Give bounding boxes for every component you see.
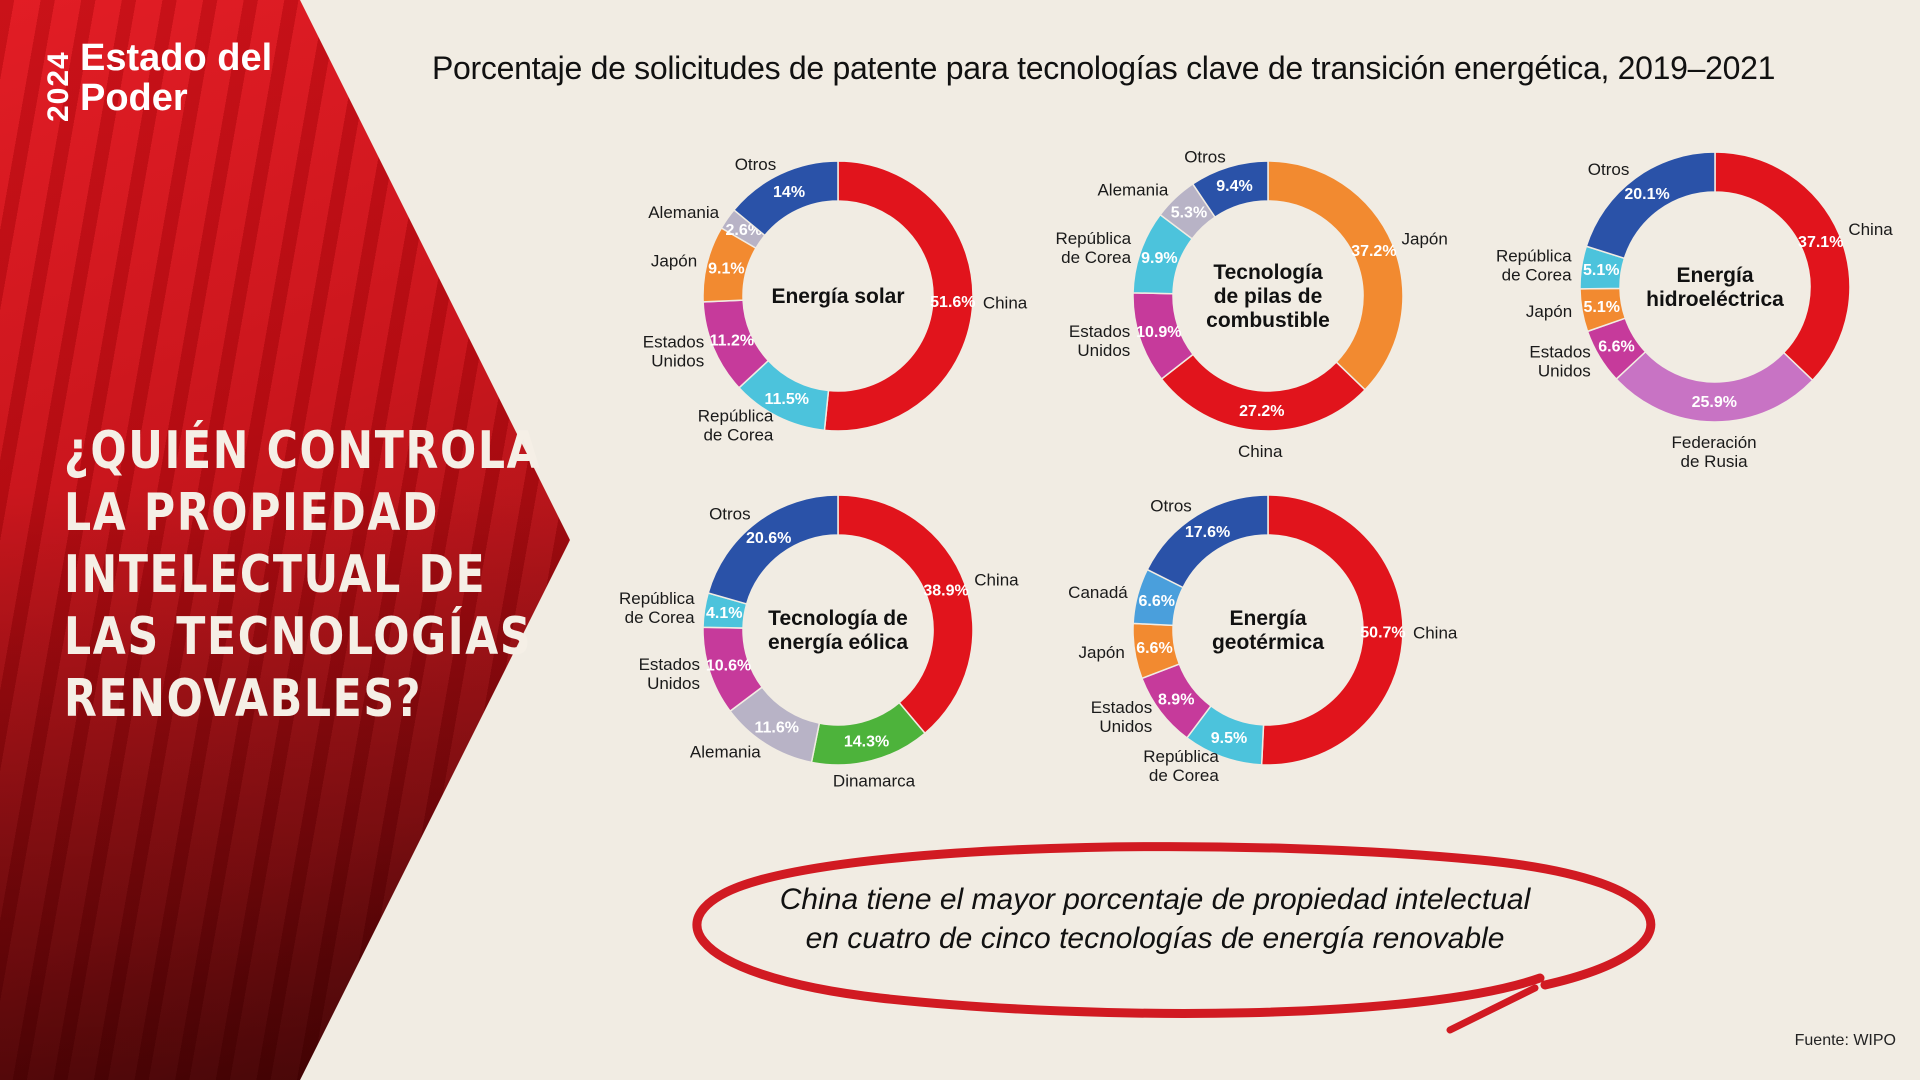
slice-category-label: Alemania xyxy=(1097,181,1168,200)
callout-ring-tail xyxy=(1446,984,1539,1034)
slice-category-label: China xyxy=(1238,442,1283,461)
slice-value-label: 5.1% xyxy=(1583,262,1619,279)
slice-value-label: 20.1% xyxy=(1624,186,1669,203)
donut-center-title: Energía geotérmica xyxy=(1212,607,1324,654)
slice-otros xyxy=(732,160,839,237)
donut-chart-4: 38.9% China 14.3% Dinamarca 11.6% Alemania 10.… xyxy=(619,494,1019,790)
slice-category-label: República de Corea xyxy=(1055,229,1131,267)
callout-text: China tiene el mayor porcentaje de propi… xyxy=(779,883,1531,955)
brand-line-2: Poder xyxy=(80,77,188,119)
slice-category-label: Estados Unidos xyxy=(643,332,704,370)
donut-center-title: Energía hidroeléctrica xyxy=(1646,264,1784,311)
slice-china xyxy=(1260,494,1404,766)
headline-line: RENOVABLES? xyxy=(64,669,423,729)
slice-value-label: 50.7% xyxy=(1360,625,1405,642)
donut-chart-1: 51.6% China 11.5%República de Corea 11.2% Est… xyxy=(643,155,1028,445)
slice-category-label: Estados Unidos xyxy=(1091,698,1152,736)
slice-otros xyxy=(707,494,839,605)
slice-category-label: Otros xyxy=(709,504,751,523)
slice-category-label: República de Corea xyxy=(1496,246,1572,284)
slice-category-label: Alemania xyxy=(690,743,761,762)
slice-value-label: 9.1% xyxy=(708,260,744,277)
slice-japon xyxy=(1267,160,1404,391)
slice-category-label: Estados Unidos xyxy=(1529,342,1590,380)
slice-category-label: República de Corea xyxy=(619,589,695,627)
slice-value-label: 37.2% xyxy=(1351,243,1396,260)
slice-value-label: 11.5% xyxy=(765,391,809,408)
page-title: Porcentaje de solicitudes de patente par… xyxy=(432,50,1776,86)
donut-center-title: Tecnología de energía eólica xyxy=(768,607,908,654)
slice-category-label: Japón xyxy=(651,251,697,270)
donut-center-title: Energía solar xyxy=(771,285,904,308)
slice-value-label: 51.6% xyxy=(930,294,975,311)
slice-china xyxy=(823,160,974,432)
donut-chart-5: 50.7% China 9.5%República de Corea 8.9% Estad… xyxy=(1068,494,1458,785)
donut-center-title: Tecnología de pilas de combustible xyxy=(1206,261,1330,332)
slice-category-label: Estados Unidos xyxy=(639,655,700,693)
donut-chart-3: 37.1% China 25.9% Federación de Rusia 6.6% Est… xyxy=(1496,151,1893,471)
slice-category-label: China xyxy=(1848,220,1893,239)
slice-category-label: China xyxy=(983,293,1028,312)
slice-category-label: Otros xyxy=(1588,160,1630,179)
slice-category-label: Japón xyxy=(1526,302,1572,321)
slice-category-label: Federación de Rusia xyxy=(1672,433,1757,471)
slice-category-label: República de Corea xyxy=(698,406,774,444)
slice-category-label: China xyxy=(974,570,1019,589)
slice-category-label: Japón xyxy=(1401,229,1447,248)
slice-value-label: 6.6% xyxy=(1136,640,1172,657)
slice-value-label: 37.1% xyxy=(1798,234,1843,251)
slice-value-label: 9.5% xyxy=(1211,730,1247,747)
slice-value-label: 5.3% xyxy=(1171,204,1207,221)
slice-value-label: 11.2% xyxy=(710,332,754,349)
slice-value-label: 14% xyxy=(773,184,805,201)
donut-chart-2: 37.2% Japón 27.2% China 10.9% Estados Unidos 9.… xyxy=(1055,147,1447,461)
slice-category-label: China xyxy=(1413,623,1458,642)
slice-value-label: 38.9% xyxy=(923,583,968,600)
slice-category-label: Estados Unidos xyxy=(1069,322,1130,360)
slice-category-label: Otros xyxy=(1150,497,1192,516)
slice-value-label: 4.1% xyxy=(706,605,742,622)
slice-otros xyxy=(1585,151,1716,260)
source-note: Fuente: WIPO xyxy=(1794,1032,1896,1049)
slice-value-label: 20.6% xyxy=(746,530,791,547)
callout-ring-stroke xyxy=(692,842,1656,1018)
slice-otros xyxy=(1146,494,1269,589)
headline-line: LA PROPIEDAD xyxy=(64,483,440,543)
slice-value-label: 10.6% xyxy=(706,657,751,674)
brand-logo: Estado del Poder xyxy=(80,38,272,118)
brand-line-1: Estado del xyxy=(80,37,273,79)
slice-value-label: 10.9% xyxy=(1136,324,1181,341)
slice-category-label: Alemania xyxy=(648,203,719,222)
slice-category-label: República de Corea xyxy=(1143,747,1219,785)
slice-value-label: 11.6% xyxy=(754,719,798,736)
slice-value-label: 8.9% xyxy=(1158,691,1194,708)
slice-value-label: 9.9% xyxy=(1141,250,1177,267)
slice-china xyxy=(837,494,974,735)
slice-value-label: 6.6% xyxy=(1598,338,1634,355)
slice-value-label: 6.6% xyxy=(1139,593,1175,610)
slice-category-label: Otros xyxy=(735,155,777,174)
slice-category-label: Canadá xyxy=(1068,583,1128,602)
slice-value-label: 9.4% xyxy=(1216,178,1252,195)
slice-value-label: 27.2% xyxy=(1239,403,1284,420)
slice-china xyxy=(1714,151,1851,382)
slice-value-label: 14.3% xyxy=(844,733,889,750)
slice-value-label: 5.1% xyxy=(1584,299,1620,316)
slice-category-label: Dinamarca xyxy=(833,771,916,790)
slice-category-label: Japón xyxy=(1078,643,1124,662)
slice-otros xyxy=(1191,160,1269,219)
slice-category-label: Otros xyxy=(1184,147,1226,166)
slice-value-label: 25.9% xyxy=(1692,394,1737,411)
slice-value-label: 17.6% xyxy=(1185,524,1230,541)
